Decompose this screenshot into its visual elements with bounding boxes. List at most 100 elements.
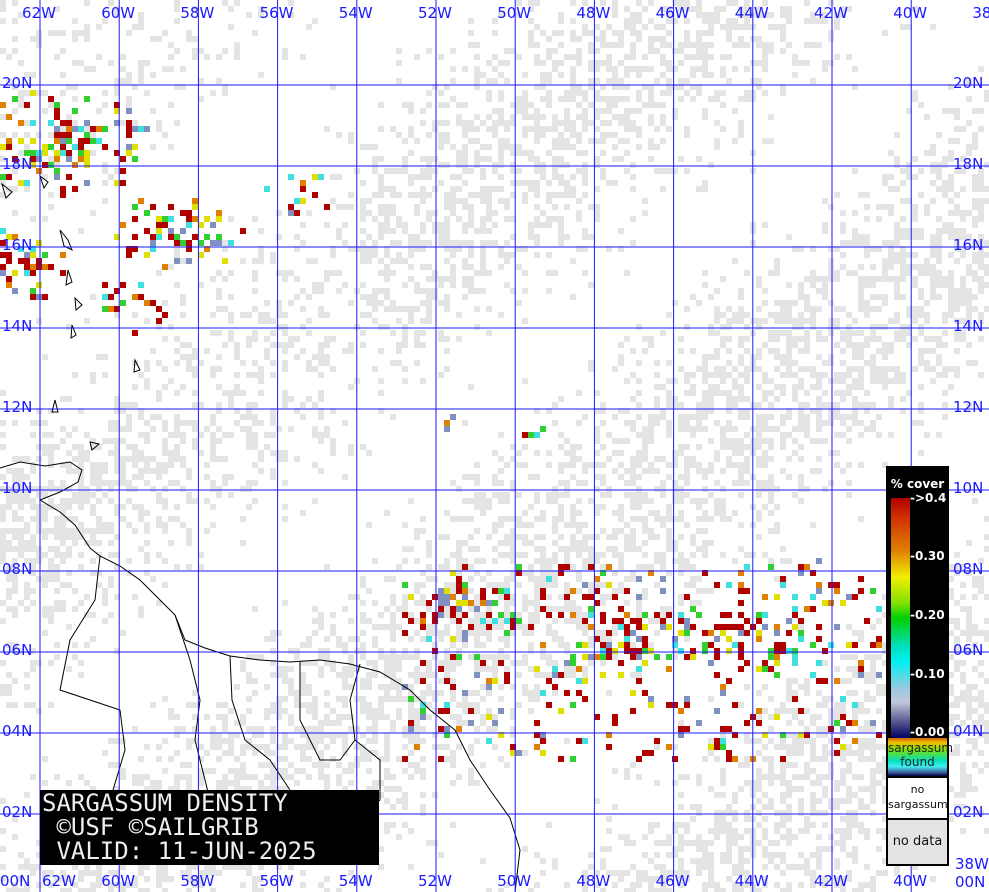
no-data-cell — [876, 414, 882, 420]
no-data-cell — [432, 168, 438, 174]
no-data-cell — [282, 738, 288, 744]
no-data-cell — [498, 582, 504, 588]
no-data-cell — [114, 480, 120, 486]
no-data-cell — [186, 780, 192, 786]
no-data-cell — [402, 600, 408, 606]
no-data-cell — [576, 84, 582, 90]
no-data-cell — [624, 66, 630, 72]
no-data-cell — [114, 438, 120, 444]
no-data-cell — [582, 96, 588, 102]
no-data-cell — [726, 54, 732, 60]
no-data-cell — [468, 516, 474, 522]
no-data-cell — [24, 588, 30, 594]
no-data-cell — [540, 564, 546, 570]
no-data-cell — [804, 348, 810, 354]
no-data-cell — [978, 252, 984, 258]
no-data-cell — [828, 360, 834, 366]
no-data-cell — [726, 360, 732, 366]
no-data-cell — [390, 654, 396, 660]
no-data-cell — [318, 348, 324, 354]
no-data-cell — [900, 396, 906, 402]
no-data-cell — [408, 246, 414, 252]
no-data-cell — [474, 324, 480, 330]
no-data-cell — [576, 498, 582, 504]
no-data-cell — [468, 606, 474, 612]
no-data-cell — [96, 24, 102, 30]
no-data-cell — [966, 264, 972, 270]
no-data-cell — [348, 444, 354, 450]
no-data-cell — [612, 570, 618, 576]
no-data-cell — [438, 330, 444, 336]
no-data-cell — [618, 246, 624, 252]
no-data-cell — [540, 126, 546, 132]
no-data-cell — [882, 354, 888, 360]
no-data-cell — [834, 246, 840, 252]
no-data-cell — [42, 216, 48, 222]
no-data-cell — [942, 342, 948, 348]
no-data-cell — [954, 246, 960, 252]
no-data-cell — [798, 294, 804, 300]
no-data-cell — [222, 480, 228, 486]
no-data-cell — [522, 624, 528, 630]
no-data-cell — [480, 186, 486, 192]
no-data-cell — [960, 276, 966, 282]
no-data-cell — [360, 198, 366, 204]
no-data-cell — [48, 576, 54, 582]
no-data-cell — [756, 354, 762, 360]
no-data-cell — [570, 258, 576, 264]
no-data-cell — [396, 714, 402, 720]
no-data-cell — [174, 246, 180, 252]
no-data-cell — [456, 612, 462, 618]
no-data-cell — [534, 24, 540, 30]
no-data-cell — [780, 468, 786, 474]
no-data-cell — [60, 30, 66, 36]
no-data-cell — [864, 738, 870, 744]
no-data-cell — [582, 120, 588, 126]
no-data-cell — [6, 498, 12, 504]
no-data-cell — [834, 702, 840, 708]
no-data-cell — [918, 288, 924, 294]
no-data-cell — [462, 558, 468, 564]
no-data-cell — [534, 192, 540, 198]
no-data-cell — [396, 708, 402, 714]
no-data-cell — [888, 402, 894, 408]
no-data-cell — [780, 738, 786, 744]
no-data-cell — [648, 144, 654, 150]
no-data-cell — [432, 696, 438, 702]
no-data-cell — [528, 42, 534, 48]
no-data-cell — [600, 60, 606, 66]
no-data-cell — [144, 540, 150, 546]
no-data-cell — [738, 522, 744, 528]
no-data-cell — [702, 390, 708, 396]
no-data-cell — [402, 162, 408, 168]
no-data-cell — [888, 174, 894, 180]
no-data-cell — [840, 468, 846, 474]
no-data-cell — [630, 516, 636, 522]
no-data-cell — [96, 516, 102, 522]
no-data-cell — [648, 528, 654, 534]
no-data-cell — [816, 774, 822, 780]
no-data-cell — [66, 84, 72, 90]
no-data-cell — [570, 672, 576, 678]
no-data-cell — [696, 84, 702, 90]
no-data-cell — [900, 330, 906, 336]
no-data-cell — [606, 432, 612, 438]
no-data-cell — [810, 408, 816, 414]
no-data-cell — [534, 516, 540, 522]
no-data-cell — [132, 402, 138, 408]
no-data-cell — [294, 336, 300, 342]
no-data-cell — [786, 414, 792, 420]
no-data-cell — [102, 102, 108, 108]
no-data-cell — [720, 372, 726, 378]
no-data-cell — [390, 270, 396, 276]
no-data-cell — [54, 600, 60, 606]
no-data-cell — [276, 774, 282, 780]
no-data-cell — [900, 252, 906, 258]
no-data-cell — [690, 390, 696, 396]
no-data-cell — [786, 732, 792, 738]
no-data-cell — [42, 510, 48, 516]
no-data-cell — [618, 462, 624, 468]
no-data-cell — [696, 12, 702, 18]
no-data-cell — [900, 234, 906, 240]
no-data-cell — [762, 288, 768, 294]
